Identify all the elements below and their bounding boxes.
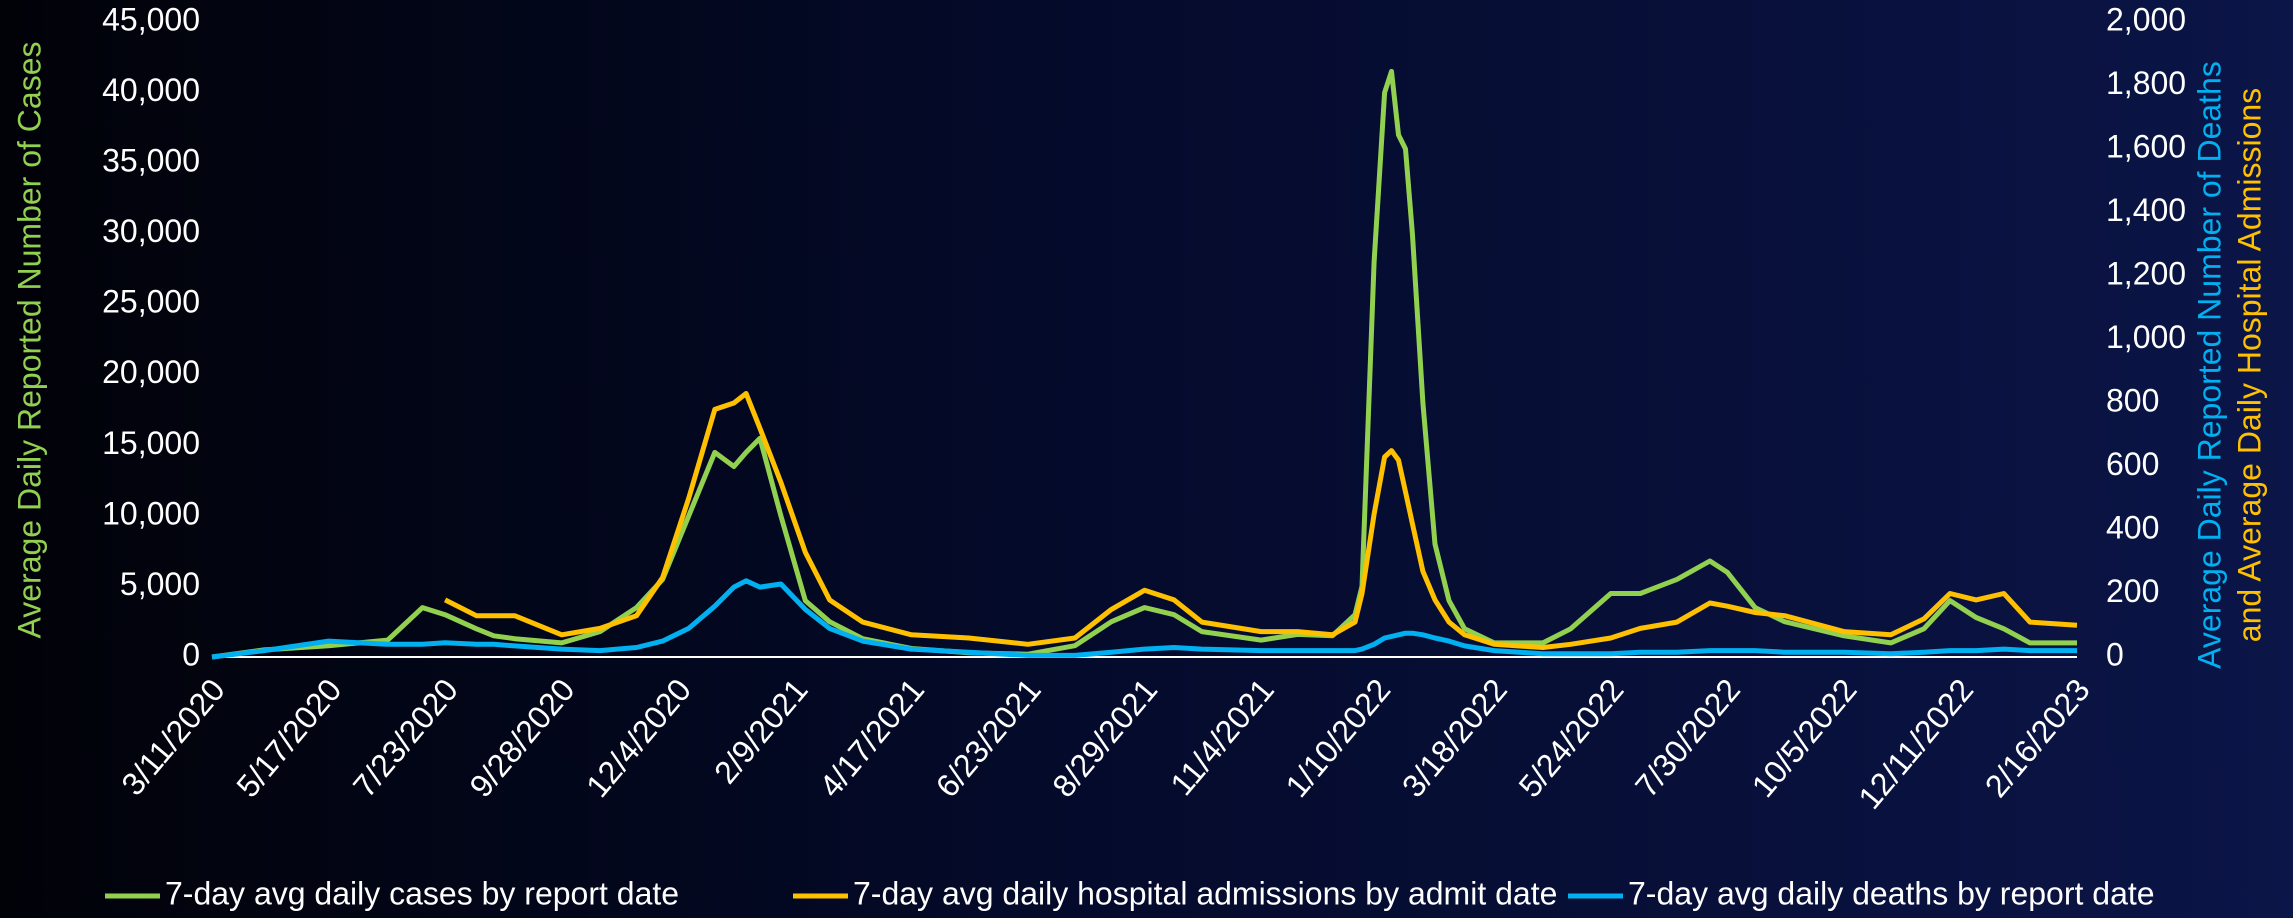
x-tick-label: 11/4/2021 xyxy=(1163,672,1281,802)
legend-label: 7-day avg daily deaths by report date xyxy=(1628,875,2155,911)
x-tick-label: 7/23/2020 xyxy=(346,672,465,804)
y-tick-label: 40,000 xyxy=(102,72,200,108)
y2-tick-label: 800 xyxy=(2106,382,2159,418)
x-tick-label: 2/16/2023 xyxy=(1978,672,2097,804)
y-tick-label: 30,000 xyxy=(102,213,200,249)
y2-tick-label: 400 xyxy=(2106,509,2159,545)
y-tick-label: 5,000 xyxy=(120,566,200,602)
y2-tick-label: 1,600 xyxy=(2106,128,2186,164)
x-tick-label: 5/24/2022 xyxy=(1512,672,1631,804)
y-tick-label: 35,000 xyxy=(102,143,200,179)
y2-tick-label: 1,000 xyxy=(2106,319,2186,355)
x-tick-label: 10/5/2022 xyxy=(1745,672,1864,804)
x-tick-label: 3/18/2022 xyxy=(1395,672,1514,804)
y-tick-label: 10,000 xyxy=(102,495,200,531)
y-tick-label: 25,000 xyxy=(102,284,200,320)
x-tick-label: 6/23/2021 xyxy=(929,672,1048,804)
x-tick-label: 9/28/2020 xyxy=(462,672,581,804)
y2-tick-label: 1,400 xyxy=(2106,192,2186,228)
x-tick-label: 12/4/2020 xyxy=(579,672,698,804)
x-tick-label: 4/17/2021 xyxy=(812,672,931,804)
x-tick-label: 12/11/2022 xyxy=(1851,672,1980,816)
y-tick-label: 20,000 xyxy=(102,354,200,390)
y2-tick-label: 2,000 xyxy=(2106,1,2186,37)
series-line xyxy=(443,391,2078,650)
y2-tick-label: 200 xyxy=(2106,573,2159,609)
x-tick-label: 5/17/2020 xyxy=(229,672,348,804)
x-tick-label: 3/11/2020 xyxy=(114,672,232,802)
legend-label: 7-day avg daily hospital admissions by a… xyxy=(853,875,1557,911)
series-line xyxy=(211,68,2077,660)
y-tick-label: 0 xyxy=(182,636,200,672)
y2-tick-label: 1,200 xyxy=(2106,255,2186,291)
x-tick-label: 1/10/2022 xyxy=(1278,672,1397,804)
series-line xyxy=(211,578,2077,660)
y-axis-title: Average Daily Reported Number of Cases xyxy=(11,41,47,638)
x-tick-label: 8/29/2021 xyxy=(1045,672,1164,804)
x-tick-label: 2/9/2021 xyxy=(707,672,815,791)
x-tick-label: 7/30/2022 xyxy=(1628,672,1747,804)
y2-axis-title: Average Daily Reported Number of Deaths xyxy=(2191,61,2227,669)
legend-label: 7-day avg daily cases by report date xyxy=(165,875,679,911)
y2-axis-title: and Average Daily Hospital Admissions xyxy=(2231,88,2267,642)
y-tick-label: 45,000 xyxy=(102,1,200,37)
y2-tick-label: 600 xyxy=(2106,446,2159,482)
y2-tick-label: 0 xyxy=(2106,636,2124,672)
y-tick-label: 15,000 xyxy=(102,425,200,461)
y2-tick-label: 1,800 xyxy=(2106,65,2186,101)
